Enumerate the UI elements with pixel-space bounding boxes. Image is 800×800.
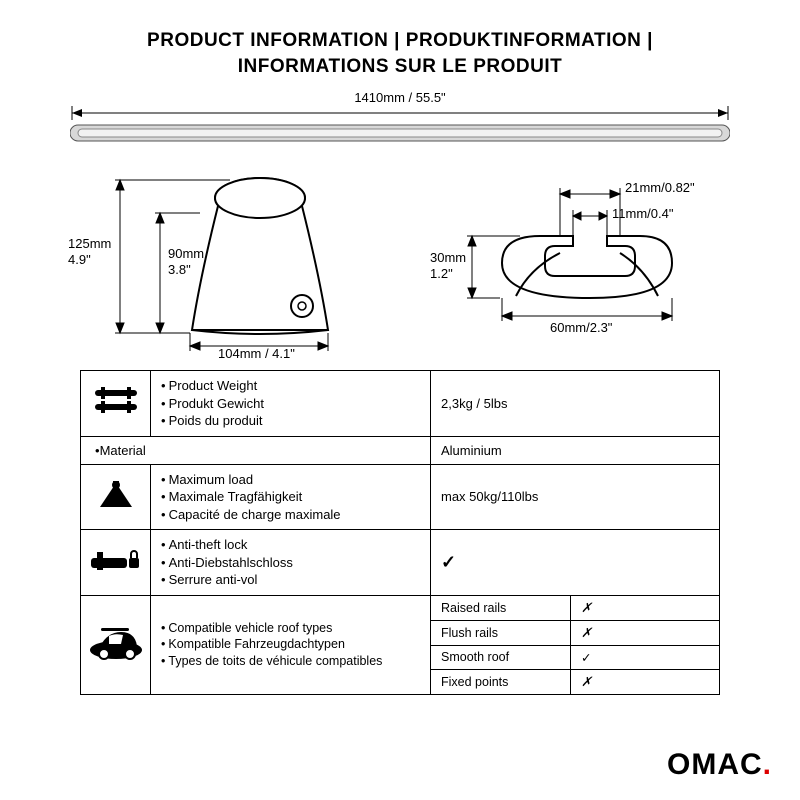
row-lock: Anti-theft lock Anti-Diebstahlschloss Se… (81, 530, 720, 596)
weight-value: 2,3kg / 5lbs (431, 371, 720, 437)
roof-labels: Compatible vehicle roof types Kompatible… (151, 595, 431, 694)
lock-labels: Anti-theft lock Anti-Diebstahlschloss Se… (151, 530, 431, 596)
foot-h-inner-a: 90mm (168, 246, 204, 261)
material-value: Aluminium (431, 436, 720, 464)
row-weight: Product Weight Produkt Gewicht Poids du … (81, 371, 720, 437)
length-label: 1410mm / 55.5" (70, 90, 730, 105)
foot-w: 104mm / 4.1" (218, 346, 295, 358)
check-icon: ✓ (581, 651, 591, 665)
load-value: max 50kg/110lbs (431, 464, 720, 530)
profile-drawing: 30mm 1.2" 60mm/2.3" 21mm/0.82" 11mm/0.4" (430, 158, 750, 358)
weight-icon (81, 371, 151, 437)
page-title: PRODUCT INFORMATION | PRODUKTINFORMATION… (0, 0, 800, 79)
load-labels: Maximum load Maximale Tragfähigkeit Capa… (151, 464, 431, 530)
roof-sub-2-v: ✓ (571, 645, 720, 669)
cross-icon (581, 601, 592, 615)
rail-bar-drawing (70, 122, 730, 144)
roof-sub-0-k: Raised rails (431, 595, 571, 620)
length-dimension: 1410mm / 55.5" (70, 90, 730, 121)
lock-icon (81, 530, 151, 596)
lock-value (431, 530, 720, 596)
load-icon (81, 464, 151, 530)
title-line2: INFORMATIONS SUR LE PRODUIT (0, 54, 800, 80)
car-icon (81, 595, 151, 694)
cross-icon (581, 675, 592, 689)
roof-sub-3-k: Fixed points (431, 669, 571, 694)
weight-labels: Product Weight Produkt Gewicht Poids du … (151, 371, 431, 437)
profile-h-b: 1.2" (430, 266, 453, 281)
check-icon (441, 556, 456, 571)
technical-drawings: 125mm 4.9" 90mm 3.8" 104mm / 4.1" (0, 158, 800, 358)
roof-sub-0-v (571, 595, 720, 620)
row-roof-0: Compatible vehicle roof types Kompatible… (81, 595, 720, 620)
slot-inner: 11mm/0.4" (612, 206, 674, 221)
slot-outer: 21mm/0.82" (625, 180, 695, 195)
cross-icon (581, 626, 592, 640)
material-label: •Material (81, 436, 431, 464)
roof-sub-1-k: Flush rails (431, 620, 571, 645)
spec-table: Product Weight Produkt Gewicht Poids du … (80, 370, 720, 695)
title-line1: PRODUCT INFORMATION | PRODUKTINFORMATION… (0, 28, 800, 54)
foot-h-outer-b: 4.9" (68, 252, 91, 267)
length-arrow (70, 105, 730, 121)
brand-logo: OMAC. (667, 748, 772, 782)
row-material: •Material Aluminium (81, 436, 720, 464)
roof-sub-2-k: Smooth roof (431, 645, 571, 669)
row-load: Maximum load Maximale Tragfähigkeit Capa… (81, 464, 720, 530)
roof-sub-1-v (571, 620, 720, 645)
foot-drawing: 125mm 4.9" 90mm 3.8" 104mm / 4.1" (60, 158, 420, 358)
roof-sub-3-v (571, 669, 720, 694)
foot-h-outer-a: 125mm (68, 236, 111, 251)
foot-h-inner-b: 3.8" (168, 262, 191, 277)
profile-h-a: 30mm (430, 250, 466, 265)
profile-w: 60mm/2.3" (550, 320, 613, 335)
